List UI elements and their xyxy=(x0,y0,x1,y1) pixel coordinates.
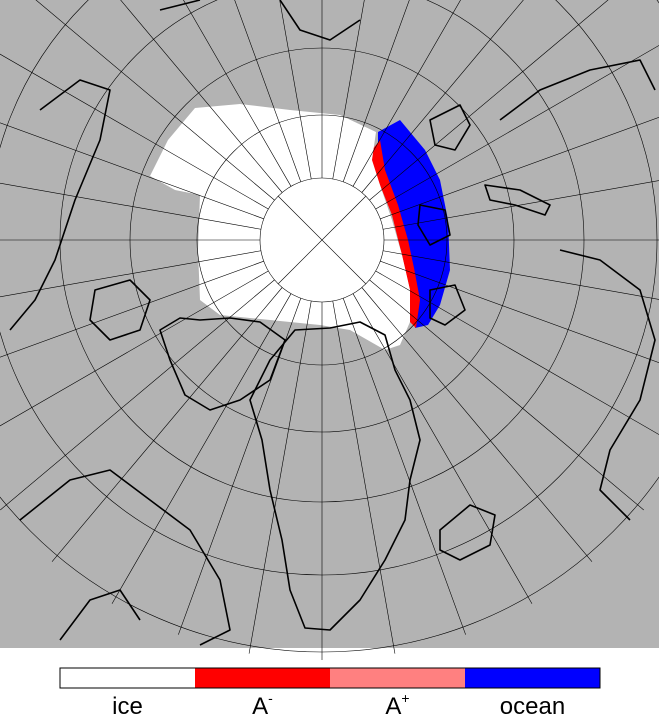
legend-label-text: ice xyxy=(112,693,143,716)
legend-swatch xyxy=(60,668,195,688)
map xyxy=(0,0,659,660)
legend-swatch xyxy=(465,668,600,688)
legend-swatch xyxy=(195,668,330,688)
legend-label: ocean xyxy=(500,693,565,716)
coastline xyxy=(9,0,656,646)
legend-label-superscript: - xyxy=(268,690,273,706)
legend-label-text: A xyxy=(385,693,401,716)
legend-label: A+ xyxy=(385,690,409,716)
edge-region xyxy=(370,140,420,328)
legend-frame xyxy=(59,667,601,689)
legend-swatch xyxy=(330,668,465,688)
legend-label: ice xyxy=(112,693,143,716)
legend: ice A- A+ ocean xyxy=(59,667,601,716)
legend-label: A- xyxy=(252,690,273,716)
ice-region xyxy=(150,104,410,350)
legend-label-text: A xyxy=(252,693,268,716)
graticule xyxy=(0,0,659,660)
legend-label-text: ocean xyxy=(500,693,565,716)
legend-label-superscript: + xyxy=(401,690,409,706)
